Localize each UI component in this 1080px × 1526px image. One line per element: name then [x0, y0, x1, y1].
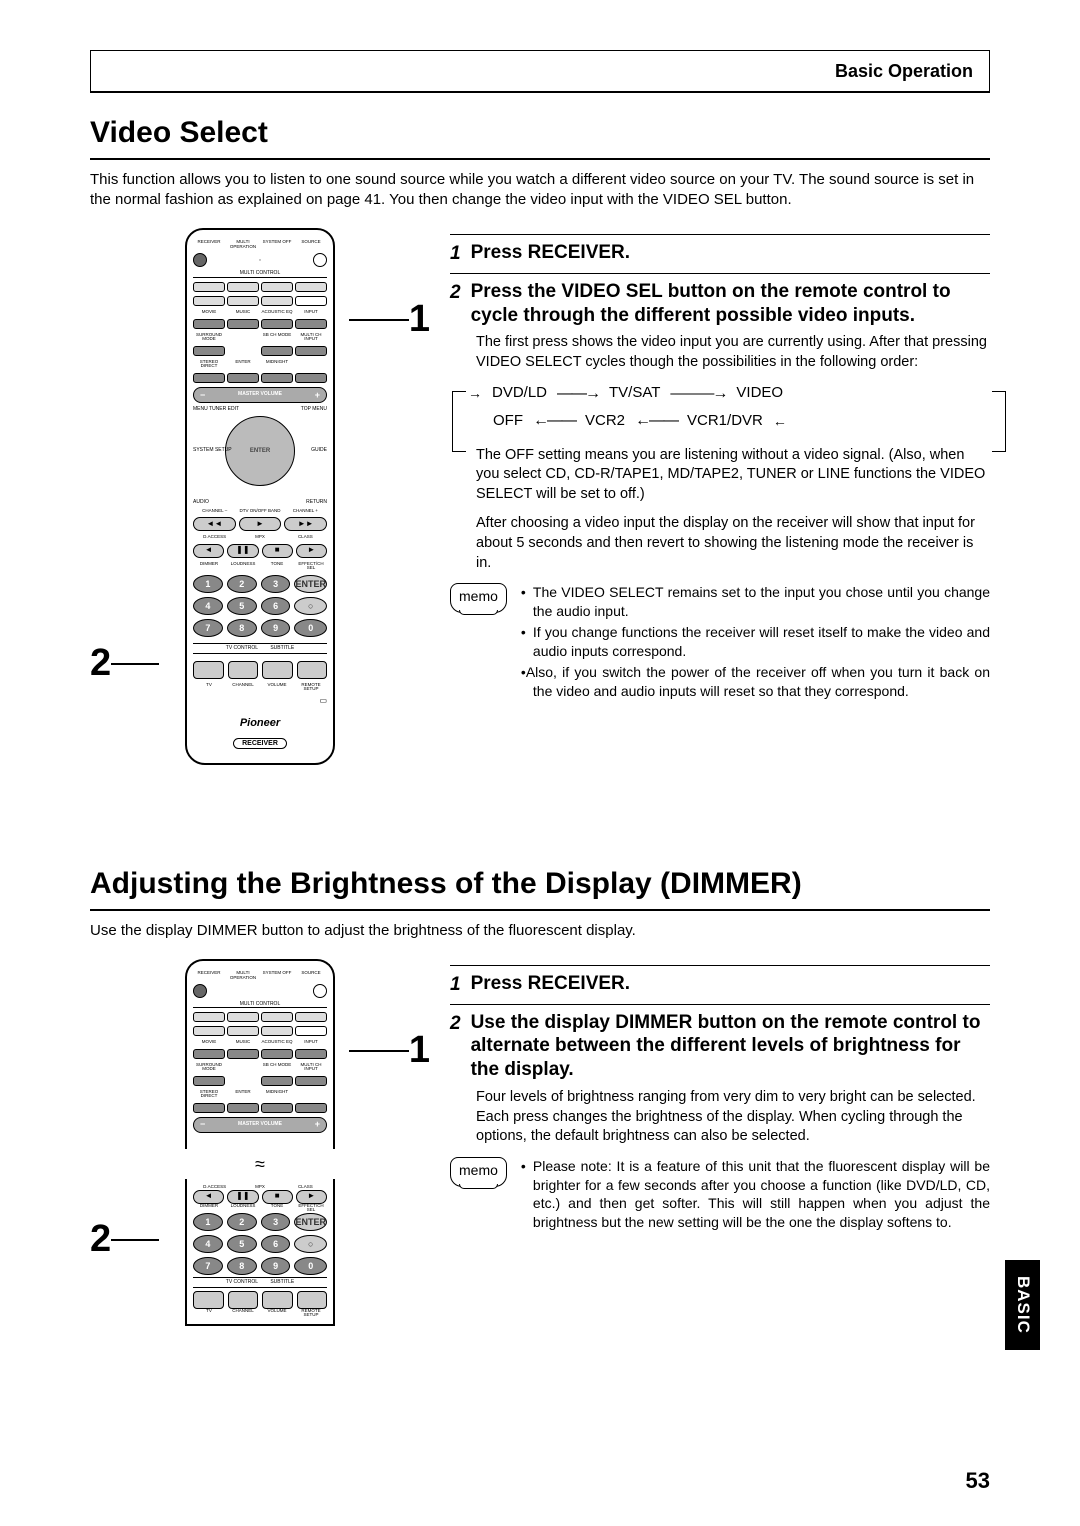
section1-content: RECEIVERMULTI OPERATIONSYSTEM OFFSOURCE … — [90, 228, 990, 848]
memo-block-1: memo The VIDEO SELECT remains set to the… — [450, 583, 990, 702]
page-number: 53 — [966, 1466, 990, 1496]
section2-title: Adjusting the Brightness of the Display … — [90, 864, 990, 905]
enter-ring — [225, 416, 295, 486]
step-1-1: 1 Press RECEIVER. — [450, 241, 990, 267]
volume-bar: −MASTER VOLUME+ — [193, 387, 327, 403]
step-2-1: 1 Press RECEIVER. — [450, 972, 990, 998]
section2-content: RECEIVERMULTI OPERATIONSYSTEM OFFSOURCE … — [90, 959, 990, 1389]
remote-illustration-2-bottom: D.ACCESSMPXCLASS ◄❚❚■► DIMMERLOUDNESSTON… — [185, 1179, 335, 1325]
remote-column-2: RECEIVERMULTI OPERATIONSYSTEM OFFSOURCE … — [90, 959, 430, 1389]
source-button — [313, 253, 327, 267]
memo-block-2: memo Please note: It is a feature of thi… — [450, 1157, 990, 1235]
side-tab: BASIC — [1005, 1260, 1040, 1350]
callout-1a: 1 — [349, 294, 430, 345]
section1-body2: The OFF setting means you are listening … — [476, 446, 990, 505]
mute-button — [295, 373, 327, 383]
step-1-2: 2 Press the VIDEO SEL button on the remo… — [450, 280, 990, 328]
callout-1b: 1 — [349, 1025, 430, 1076]
callout-2a: 2 — [90, 638, 159, 689]
title-rule-2 — [90, 909, 990, 911]
power-icon — [193, 253, 207, 267]
memo-item: Please note: It is a feature of this uni… — [521, 1157, 990, 1233]
remote-illustration-1: RECEIVERMULTI OPERATIONSYSTEM OFFSOURCE … — [185, 228, 335, 764]
remote-column-1: RECEIVERMULTI OPERATIONSYSTEM OFFSOURCE … — [90, 228, 430, 848]
pioneer-logo: Pioneer — [193, 716, 327, 731]
flow-diagram: → DVD/LD——→ TV/SAT———→ VIDEO → OFF←—— VC… — [468, 383, 990, 432]
callout-2b: 2 — [90, 1214, 159, 1265]
step-2-2: 2 Use the display DIMMER button on the r… — [450, 1011, 990, 1082]
title-rule-1 — [90, 158, 990, 160]
memo-item: If you change functions the receiver wil… — [521, 623, 990, 661]
section2-intro: Use the display DIMMER button to adjust … — [90, 921, 990, 941]
section1-intro: This function allows you to listen to on… — [90, 170, 990, 211]
section2-body1: Four levels of brightness ranging from v… — [476, 1088, 990, 1147]
section1-text-column: 1 Press RECEIVER. 2 Press the VIDEO SEL … — [450, 228, 990, 702]
header-section-text: Basic Operation — [835, 61, 973, 81]
numpad: 123ENTER 456○ 7890 — [193, 575, 327, 637]
memo-item: The VIDEO SELECT remains set to the inpu… — [521, 583, 990, 621]
header-section-bar: Basic Operation — [90, 50, 990, 93]
remote-illustration-2-top: RECEIVERMULTI OPERATIONSYSTEM OFFSOURCE … — [185, 959, 335, 1149]
section1-body1: The first press shows the video input yo… — [476, 333, 990, 372]
memo-badge-2: memo — [450, 1157, 507, 1187]
multi-control-label: MULTI CONTROL — [193, 271, 327, 278]
section2-text-column: 1 Press RECEIVER. 2 Use the display DIMM… — [450, 959, 990, 1234]
section1-body3: After choosing a video input the display… — [476, 514, 990, 573]
memo-item: •Also, if you switch the power of the re… — [521, 663, 990, 701]
section1-title: Video Select — [90, 113, 990, 154]
memo-badge-1: memo — [450, 583, 507, 613]
receiver-badge: RECEIVER — [193, 739, 327, 748]
